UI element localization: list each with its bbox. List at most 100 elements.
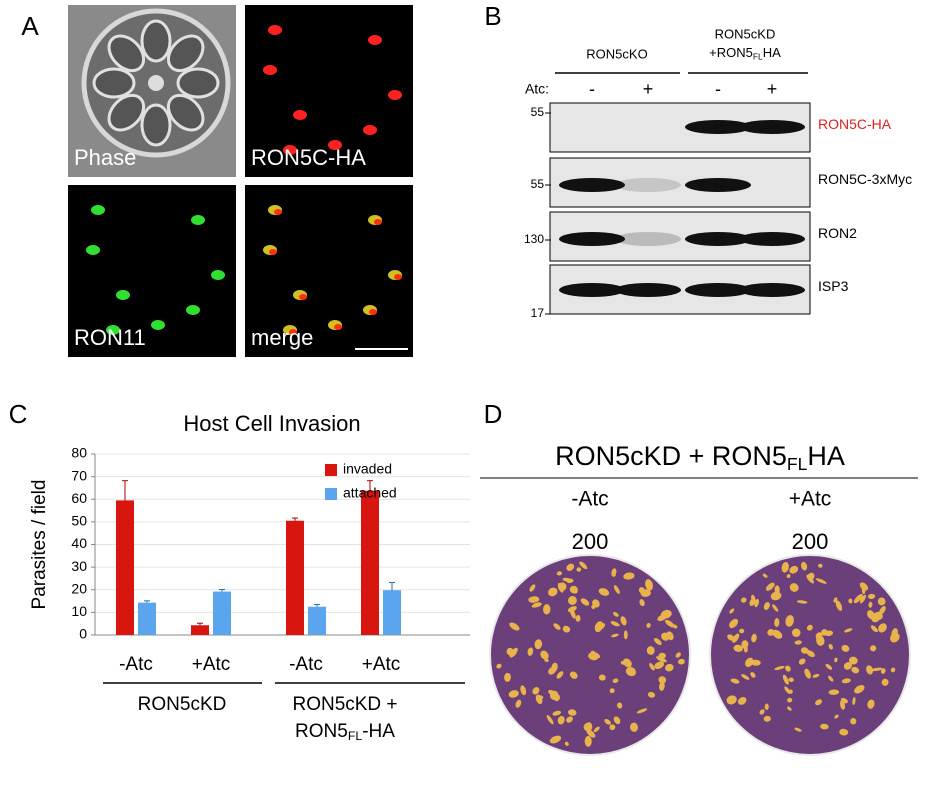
panel-letter: D xyxy=(484,399,503,429)
plaque xyxy=(567,709,577,716)
plaque xyxy=(658,676,667,684)
plaque xyxy=(772,629,783,639)
legend-label: attached xyxy=(343,485,397,501)
plaque xyxy=(557,715,565,725)
plaque xyxy=(801,561,808,571)
band xyxy=(559,232,625,246)
plaque xyxy=(625,666,636,677)
plaque xyxy=(661,632,670,641)
signal xyxy=(86,245,100,255)
plaque xyxy=(729,608,735,614)
signal xyxy=(334,324,342,330)
text-part: RON5cKD + RON5 xyxy=(555,441,787,471)
plaque xyxy=(785,665,791,672)
group-label: +RON5FLHA xyxy=(709,45,781,61)
plaque xyxy=(786,574,791,579)
plaque xyxy=(664,619,675,628)
plaque xyxy=(789,616,794,621)
subscript: FL xyxy=(348,729,363,743)
bar xyxy=(361,490,379,635)
plaque xyxy=(794,727,802,732)
plaque xyxy=(763,601,770,610)
plaque xyxy=(646,622,651,628)
text-part: HA xyxy=(763,45,781,60)
y-tick-label: 40 xyxy=(71,535,87,551)
plaque xyxy=(834,657,838,663)
plaque xyxy=(774,618,780,627)
plaque xyxy=(576,567,582,572)
plaque xyxy=(535,694,543,705)
plaque xyxy=(609,724,616,731)
plaque xyxy=(841,678,851,684)
plaque xyxy=(818,563,823,568)
plaque xyxy=(828,643,833,650)
plaque xyxy=(509,647,518,658)
plaque xyxy=(741,674,750,680)
bar xyxy=(213,591,231,635)
size-marker: 130 xyxy=(524,232,544,246)
chart-title: Host Cell Invasion xyxy=(183,411,360,436)
lane-label: - xyxy=(715,79,721,99)
y-tick-label: 50 xyxy=(71,513,87,529)
parasite xyxy=(140,103,172,147)
plaque xyxy=(729,618,739,629)
plaque xyxy=(767,629,775,636)
plaque xyxy=(554,694,561,702)
signal xyxy=(116,290,130,300)
plaque xyxy=(566,716,573,723)
plaque xyxy=(506,647,514,656)
parasite xyxy=(166,93,205,132)
signal xyxy=(91,205,105,215)
band xyxy=(685,178,751,192)
plaque xyxy=(504,672,511,682)
plaque xyxy=(841,644,850,652)
plaque xyxy=(612,678,619,684)
plaque xyxy=(828,675,834,682)
parasite xyxy=(107,93,146,132)
plaque xyxy=(515,699,522,708)
plaque xyxy=(843,662,853,670)
plaque xyxy=(870,645,877,652)
plaque xyxy=(877,597,886,606)
plaque xyxy=(751,633,757,643)
plaque xyxy=(645,579,653,591)
plaque xyxy=(610,621,620,627)
plaque xyxy=(890,667,896,673)
plaque xyxy=(750,672,756,678)
signal xyxy=(106,325,120,335)
plaque xyxy=(789,565,799,574)
plaque xyxy=(828,689,840,695)
plaque xyxy=(646,646,655,655)
plaque xyxy=(534,639,543,650)
band xyxy=(615,283,681,297)
plaque xyxy=(749,598,756,606)
plaque xyxy=(825,663,833,670)
plaque xyxy=(527,647,534,656)
parasite xyxy=(140,19,172,63)
plaque xyxy=(807,572,815,581)
plaque xyxy=(567,596,577,605)
parasite xyxy=(107,34,146,73)
text-part: RON5 xyxy=(295,721,348,742)
plaque xyxy=(532,687,540,695)
x-tick-label: -Atc xyxy=(119,654,153,675)
plaque xyxy=(562,577,572,582)
plaque xyxy=(816,635,825,646)
signal xyxy=(299,294,307,300)
cell-count: 200 xyxy=(792,529,829,554)
plaque xyxy=(569,671,578,679)
plaque xyxy=(840,697,848,704)
lane-label: - xyxy=(589,79,595,99)
signal xyxy=(289,329,297,335)
plaque xyxy=(871,667,883,672)
plaque xyxy=(763,715,771,722)
plaque xyxy=(762,573,768,578)
blot-label: RON5C-3xMyc xyxy=(818,171,912,187)
plaque xyxy=(741,640,749,649)
plaque xyxy=(636,708,648,714)
plaque xyxy=(772,604,779,612)
signal xyxy=(283,145,297,155)
plaque xyxy=(556,671,564,679)
text-part: HA xyxy=(807,441,845,471)
plaque xyxy=(835,600,843,611)
